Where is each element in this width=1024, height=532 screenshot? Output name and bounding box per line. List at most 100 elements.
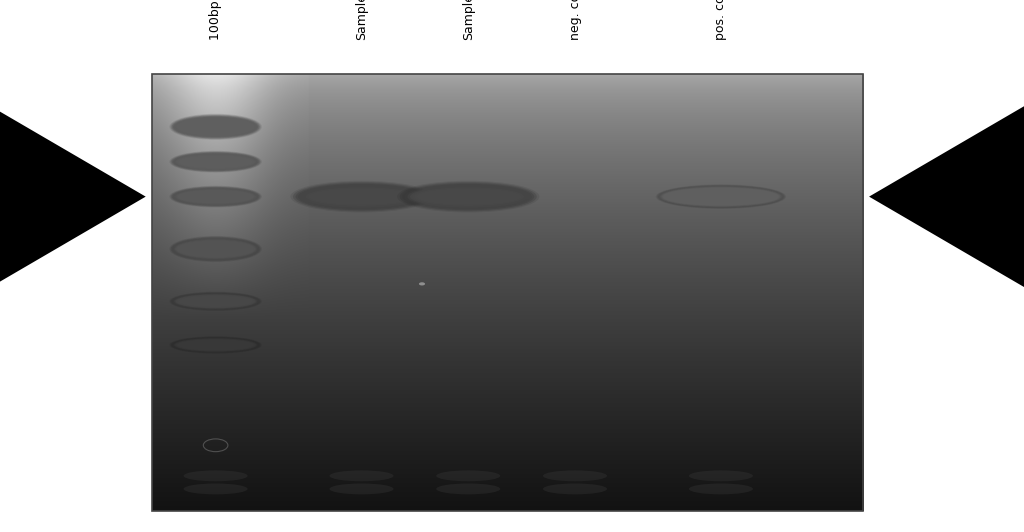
Ellipse shape — [663, 187, 779, 206]
Ellipse shape — [419, 282, 425, 286]
Ellipse shape — [293, 182, 430, 211]
Ellipse shape — [177, 295, 254, 307]
Ellipse shape — [404, 184, 531, 209]
Ellipse shape — [169, 292, 262, 311]
Ellipse shape — [658, 186, 783, 208]
Ellipse shape — [301, 185, 422, 208]
Ellipse shape — [173, 238, 258, 260]
Ellipse shape — [175, 294, 256, 308]
Ellipse shape — [179, 120, 252, 134]
Text: Sample: Sample — [355, 0, 368, 40]
Ellipse shape — [410, 186, 526, 207]
Text: neg. control: neg. control — [568, 0, 582, 40]
Ellipse shape — [408, 185, 529, 208]
Ellipse shape — [174, 153, 257, 170]
Ellipse shape — [659, 186, 782, 207]
Ellipse shape — [180, 191, 251, 202]
Text: 500bp: 500bp — [5, 189, 53, 204]
Ellipse shape — [179, 340, 252, 350]
Ellipse shape — [689, 470, 753, 481]
Ellipse shape — [177, 155, 254, 169]
Ellipse shape — [175, 154, 256, 170]
Ellipse shape — [303, 186, 420, 207]
Ellipse shape — [171, 186, 261, 207]
Ellipse shape — [175, 118, 256, 136]
Ellipse shape — [174, 338, 257, 352]
Ellipse shape — [171, 114, 261, 139]
Ellipse shape — [175, 189, 256, 204]
Ellipse shape — [177, 190, 254, 203]
Ellipse shape — [176, 295, 255, 307]
Ellipse shape — [413, 187, 524, 206]
Ellipse shape — [179, 156, 252, 168]
Ellipse shape — [313, 190, 410, 203]
Ellipse shape — [169, 151, 262, 172]
Ellipse shape — [173, 116, 258, 138]
Ellipse shape — [662, 187, 780, 206]
Ellipse shape — [330, 484, 393, 494]
Ellipse shape — [172, 237, 259, 261]
Ellipse shape — [402, 183, 535, 210]
Ellipse shape — [173, 293, 258, 309]
Ellipse shape — [172, 115, 259, 138]
Ellipse shape — [171, 152, 261, 172]
Ellipse shape — [183, 484, 248, 494]
Ellipse shape — [655, 185, 786, 209]
Ellipse shape — [308, 188, 415, 205]
Text: pos. control: pos. control — [715, 0, 727, 40]
Ellipse shape — [169, 186, 262, 207]
Ellipse shape — [306, 187, 417, 206]
Ellipse shape — [311, 189, 412, 204]
Ellipse shape — [175, 339, 256, 351]
Ellipse shape — [436, 470, 501, 481]
Text: 100bp Marker: 100bp Marker — [209, 0, 222, 40]
Ellipse shape — [171, 237, 261, 261]
Ellipse shape — [176, 240, 255, 257]
Ellipse shape — [180, 340, 251, 350]
Ellipse shape — [415, 188, 521, 205]
Ellipse shape — [399, 182, 537, 211]
Ellipse shape — [183, 470, 248, 481]
Ellipse shape — [180, 156, 251, 167]
Ellipse shape — [174, 239, 257, 259]
Ellipse shape — [169, 114, 262, 140]
Ellipse shape — [296, 183, 427, 210]
Ellipse shape — [436, 484, 501, 494]
Ellipse shape — [543, 484, 607, 494]
Text: contamination: contamination — [908, 189, 1019, 204]
Ellipse shape — [177, 339, 254, 350]
Ellipse shape — [179, 296, 252, 306]
Ellipse shape — [173, 338, 258, 352]
Ellipse shape — [177, 241, 254, 257]
Ellipse shape — [169, 336, 262, 354]
Ellipse shape — [175, 239, 256, 259]
Ellipse shape — [171, 292, 261, 310]
Ellipse shape — [418, 189, 519, 204]
Ellipse shape — [169, 236, 262, 262]
Ellipse shape — [173, 153, 258, 171]
Ellipse shape — [172, 187, 259, 206]
Ellipse shape — [172, 293, 259, 310]
Ellipse shape — [171, 337, 261, 353]
Ellipse shape — [174, 294, 257, 309]
Ellipse shape — [172, 337, 259, 353]
Ellipse shape — [180, 296, 251, 306]
Ellipse shape — [180, 243, 251, 255]
Ellipse shape — [657, 185, 784, 209]
Ellipse shape — [543, 470, 607, 481]
Ellipse shape — [420, 190, 516, 203]
Ellipse shape — [180, 120, 251, 134]
Ellipse shape — [291, 181, 432, 212]
Ellipse shape — [298, 184, 425, 209]
Ellipse shape — [330, 470, 393, 481]
Ellipse shape — [179, 190, 252, 203]
Ellipse shape — [174, 117, 257, 137]
Ellipse shape — [664, 188, 778, 205]
Bar — [152, 74, 863, 511]
Ellipse shape — [660, 186, 781, 207]
Ellipse shape — [177, 119, 254, 135]
Ellipse shape — [176, 189, 255, 204]
Ellipse shape — [176, 339, 255, 351]
Ellipse shape — [176, 118, 255, 136]
Ellipse shape — [689, 484, 753, 494]
